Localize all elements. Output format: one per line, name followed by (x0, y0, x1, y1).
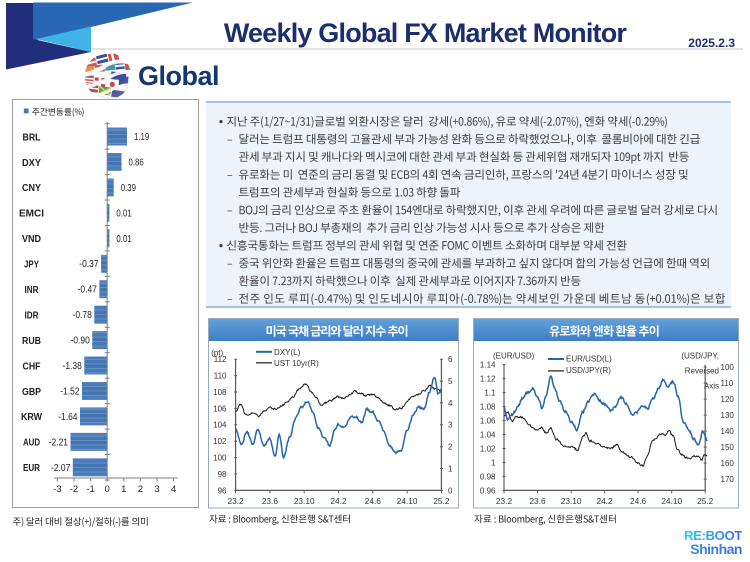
svg-text:GBP: GBP (22, 386, 41, 398)
svg-text:-0.78: -0.78 (73, 310, 93, 321)
svg-text:104: 104 (213, 421, 227, 430)
svg-text:1: 1 (448, 464, 453, 473)
svg-text:0.01: 0.01 (116, 208, 131, 219)
svg-text:2: 2 (138, 484, 143, 495)
svg-text:Axis: Axis (704, 382, 719, 391)
svg-text:1.14: 1.14 (480, 361, 496, 370)
svg-text:0: 0 (448, 486, 453, 495)
svg-text:(EUR/USD): (EUR/USD) (493, 352, 535, 361)
svg-text:1.08: 1.08 (480, 402, 496, 411)
svg-text:-2.07: -2.07 (51, 463, 70, 474)
svg-text:0.96: 0.96 (480, 486, 496, 495)
svg-text:0.01: 0.01 (116, 234, 131, 245)
svg-text:106: 106 (213, 404, 227, 413)
svg-text:-3: -3 (53, 484, 61, 495)
svg-text:3: 3 (448, 421, 453, 430)
svg-text:-1.64: -1.64 (58, 412, 78, 423)
svg-text:110: 110 (721, 379, 734, 388)
svg-text:24.2: 24.2 (597, 496, 614, 506)
svg-text:24.10: 24.10 (661, 496, 682, 506)
svg-text:4: 4 (448, 399, 453, 408)
svg-text:112: 112 (214, 355, 227, 364)
svg-text:120: 120 (721, 395, 735, 404)
svg-text:VND: VND (22, 233, 41, 245)
svg-text:1.19: 1.19 (134, 132, 149, 143)
svg-text:(pt): (pt) (211, 349, 223, 358)
svg-text:108: 108 (213, 388, 227, 397)
svg-text:23.2: 23.2 (496, 496, 513, 506)
svg-text:EUR/USD(L): EUR/USD(L) (566, 355, 612, 364)
svg-text:JPY: JPY (24, 259, 39, 271)
svg-text:-1.38: -1.38 (63, 361, 83, 372)
svg-text:UST 10yr(R): UST 10yr(R) (274, 359, 319, 368)
svg-text:DXY(L): DXY(L) (274, 348, 301, 357)
svg-text:1.12: 1.12 (480, 375, 496, 384)
svg-text:-0.47: -0.47 (78, 285, 97, 296)
svg-text:24.6: 24.6 (630, 496, 647, 506)
svg-text:23.6: 23.6 (262, 496, 279, 506)
svg-text:100: 100 (213, 454, 227, 463)
svg-text:-2: -2 (70, 484, 78, 495)
svg-text:-1: -1 (86, 484, 94, 495)
svg-text:1.02: 1.02 (480, 444, 496, 453)
svg-text:Reversed: Reversed (685, 367, 719, 376)
svg-text:(USD/JPY,: (USD/JPY, (681, 352, 719, 361)
svg-text:150: 150 (721, 443, 735, 452)
svg-text:23.6: 23.6 (529, 496, 546, 506)
svg-text:-0.90: -0.90 (71, 336, 91, 347)
svg-text:0.86: 0.86 (129, 158, 145, 169)
svg-text:160: 160 (721, 459, 735, 468)
svg-text:0.98: 0.98 (480, 472, 496, 481)
svg-text:IDR: IDR (25, 310, 39, 322)
svg-text:-0.37: -0.37 (79, 259, 98, 270)
svg-text:1: 1 (121, 484, 126, 495)
svg-text:100: 100 (721, 363, 735, 372)
svg-text:6: 6 (448, 355, 453, 364)
svg-text:25.2: 25.2 (697, 496, 714, 506)
svg-text:24.6: 24.6 (365, 496, 382, 506)
svg-text:4: 4 (171, 484, 176, 495)
svg-text:24.10: 24.10 (397, 496, 418, 506)
svg-text:BRL: BRL (23, 131, 41, 143)
svg-text:1.04: 1.04 (480, 430, 496, 439)
svg-text:130: 130 (721, 411, 735, 420)
svg-text:23.10: 23.10 (294, 496, 315, 506)
svg-text:5: 5 (448, 377, 453, 386)
svg-text:INR: INR (25, 284, 39, 296)
svg-text:1: 1 (491, 458, 496, 467)
svg-text:-2.21: -2.21 (49, 437, 68, 448)
svg-text:170: 170 (721, 475, 735, 484)
svg-text:140: 140 (721, 427, 735, 436)
svg-text:EUR: EUR (23, 462, 40, 474)
svg-text:25.2: 25.2 (433, 496, 450, 506)
svg-text:EMCI: EMCI (19, 208, 44, 220)
svg-text:96: 96 (218, 486, 227, 495)
svg-text:1.1: 1.1 (484, 389, 496, 398)
svg-text:3: 3 (154, 484, 159, 495)
svg-text:-1.52: -1.52 (60, 387, 79, 398)
svg-text:DXY: DXY (22, 157, 41, 169)
svg-text:23.2: 23.2 (228, 496, 245, 506)
svg-text:102: 102 (213, 437, 227, 446)
svg-text:24.2: 24.2 (330, 496, 347, 506)
svg-text:2: 2 (448, 443, 453, 452)
svg-text:AUD: AUD (23, 437, 40, 449)
svg-text:0.39: 0.39 (121, 183, 136, 194)
svg-text:23.10: 23.10 (561, 496, 582, 506)
svg-text:1.06: 1.06 (480, 416, 496, 425)
svg-text:98: 98 (218, 470, 227, 479)
svg-text:RUB: RUB (22, 335, 41, 347)
svg-text:0: 0 (105, 484, 110, 495)
svg-text:110: 110 (214, 372, 227, 381)
svg-text:USD/JPY(R): USD/JPY(R) (566, 366, 611, 375)
svg-text:KRW: KRW (21, 411, 42, 423)
svg-text:CHF: CHF (23, 360, 41, 372)
svg-text:CNY: CNY (22, 182, 41, 194)
